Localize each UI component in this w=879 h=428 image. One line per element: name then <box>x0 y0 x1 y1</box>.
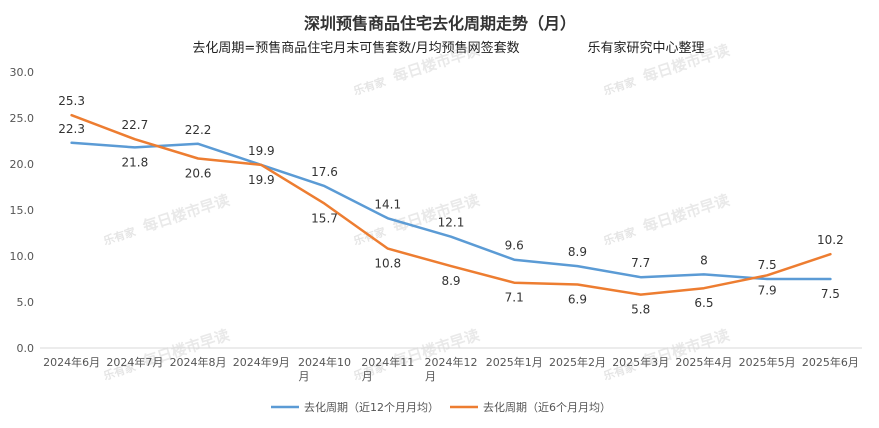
chart-source: 乐有家研究中心整理 <box>587 40 704 56</box>
x-tick-label: 2024年11 <box>361 355 414 369</box>
x-tick-label: 月 <box>299 370 310 383</box>
watermark-logo: 乐有家 <box>602 224 639 248</box>
data-label: 7.1 <box>505 291 524 305</box>
data-label: 21.8 <box>121 155 148 169</box>
x-tick-label: 2025年6月 <box>802 355 859 369</box>
x-tick-label: 2024年6月 <box>43 355 100 369</box>
watermark-layer: 乐有家每日楼市早读乐有家每日楼市早读乐有家每日楼市早读乐有家每日楼市早读乐有家每… <box>102 41 732 383</box>
data-label: 5.8 <box>631 303 650 317</box>
x-tick-label: 2025年4月 <box>675 355 732 369</box>
y-tick-label: 30.0 <box>10 66 35 79</box>
x-tick-label: 2024年9月 <box>233 355 290 369</box>
watermark-logo: 乐有家 <box>352 74 389 98</box>
data-label: 22.2 <box>185 123 212 137</box>
watermark-text: 每日楼市早读 <box>641 191 732 236</box>
data-label: 22.3 <box>58 122 85 136</box>
x-axis-ticks: 2024年6月 2024年7月 2024年8月 2024年9月 2024年10月2024… <box>43 355 859 383</box>
x-tick-label: 月 <box>425 370 436 383</box>
data-label: 8.9 <box>441 274 460 288</box>
y-tick-label: 5.0 <box>17 296 35 309</box>
data-label: 10.2 <box>817 233 844 247</box>
y-tick-label: 10.0 <box>10 250 35 263</box>
watermark-text: 每日楼市早读 <box>391 191 482 236</box>
chart-title: 深圳预售商品住宅去化周期走势（月） <box>304 14 576 33</box>
data-label: 8.9 <box>568 245 587 259</box>
data-label: 14.1 <box>374 197 401 211</box>
x-tick-label: 2024年7月 <box>106 355 163 369</box>
x-tick-label: 2024年8月 <box>170 355 227 369</box>
y-tick-label: 20.0 <box>10 158 35 171</box>
x-tick-label: 2025年5月 <box>739 355 796 369</box>
data-label: 25.3 <box>58 94 85 108</box>
x-tick-label: 月 <box>362 370 373 383</box>
legend-entry-1: 去化周期（近6个月月均） <box>483 400 611 414</box>
data-labels: 22.3 21.8 22.2 19.9 17.6 14.1 12.1 9.6 8.9 7.7 8 7.… <box>58 94 843 316</box>
series-line-0 <box>70 141 832 281</box>
data-label: 10.8 <box>374 257 401 271</box>
series-lines <box>70 113 832 296</box>
data-label: 7.9 <box>758 283 777 297</box>
data-label: 7.5 <box>758 258 777 272</box>
watermark-logo: 乐有家 <box>102 224 139 248</box>
y-tick-label: 15.0 <box>10 204 35 217</box>
data-label: 15.7 <box>311 212 338 226</box>
x-tick-label: 2025年1月 <box>486 355 543 369</box>
x-tick-label: 2024年12 <box>425 355 478 369</box>
data-label: 19.9 <box>248 144 275 158</box>
x-tick-label: 2025年2月 <box>549 355 606 369</box>
y-axis-ticks: 0.0 5.0 10.0 15.0 20.0 25.0 30.0 <box>10 66 35 355</box>
x-tick-label: 2025年3月 <box>612 355 669 369</box>
y-tick-label: 25.0 <box>10 112 35 125</box>
data-label: 12.1 <box>438 216 465 230</box>
data-label: 6.5 <box>694 296 713 310</box>
x-tick-label: 2024年10 <box>298 355 351 369</box>
data-label: 9.6 <box>505 239 524 253</box>
watermark-logo: 乐有家 <box>602 74 639 98</box>
y-tick-label: 0.0 <box>17 342 35 355</box>
legend: 去化周期（近12个月月均） 去化周期（近6个月月均） <box>271 400 611 414</box>
data-label: 22.7 <box>121 118 148 132</box>
data-label: 8 <box>700 253 708 267</box>
data-label: 7.7 <box>631 256 650 270</box>
data-label: 6.9 <box>568 293 587 307</box>
series-line-1 <box>70 113 832 296</box>
data-label: 20.6 <box>185 166 212 180</box>
data-label: 19.9 <box>248 173 275 187</box>
data-label: 17.6 <box>311 165 338 179</box>
watermark-text: 每日楼市早读 <box>141 191 232 236</box>
data-label: 7.5 <box>821 287 840 301</box>
legend-entry-0: 去化周期（近12个月月均） <box>304 400 439 414</box>
chart-subtitle: 去化周期=预售商品住宅月末可售套数/月均预售网签套数 <box>192 40 519 56</box>
